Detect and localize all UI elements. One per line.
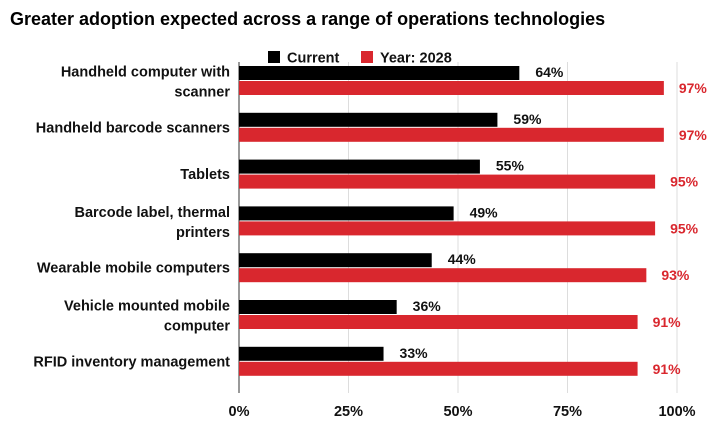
data-label-current: 64%	[535, 64, 564, 80]
legend-swatch-current	[268, 51, 280, 63]
bar-current	[239, 253, 432, 268]
data-label-future: 97%	[679, 127, 708, 143]
category-label: printers	[176, 225, 230, 241]
data-label-future: 93%	[661, 267, 690, 283]
category-label: computer	[164, 319, 230, 335]
legend-swatch-future	[361, 51, 373, 63]
category-label: Wearable mobile computers	[37, 261, 230, 277]
x-tick-label: 50%	[443, 404, 472, 420]
data-label-current: 59%	[513, 111, 542, 127]
data-label-future: 91%	[653, 314, 682, 330]
x-axis-ticks: 0% 25% 50% 75% 100%	[229, 404, 696, 420]
bar-future	[239, 268, 647, 283]
bar-current	[239, 346, 384, 361]
category-label: scanner	[174, 85, 230, 101]
chart-title: Greater adoption expected across a range…	[10, 9, 606, 29]
bar-current	[239, 112, 498, 127]
bar-current	[239, 159, 480, 174]
data-label-future: 95%	[670, 220, 699, 236]
data-label-current: 49%	[470, 204, 499, 220]
legend-label-current: Current	[287, 51, 340, 67]
data-label-future: 95%	[670, 174, 699, 190]
x-tick-label: 25%	[334, 404, 363, 420]
category-label: Handheld computer with	[61, 65, 230, 81]
bar-current	[239, 66, 520, 80]
category-label: RFID inventory management	[33, 354, 230, 370]
data-label-future: 91%	[653, 361, 682, 377]
data-label-current: 33%	[400, 345, 429, 361]
data-label-future: 97%	[679, 80, 708, 96]
category-label: Tablets	[180, 167, 230, 183]
bar-current	[239, 300, 397, 314]
category-labels: Handheld computer with scanner Handheld ba…	[33, 65, 230, 371]
bars: 64% 97% 59% 97% 55% 95% 49% 95% 44% 93% 36% 91% 33% 9…	[239, 64, 707, 377]
bar-future	[239, 81, 664, 95]
x-tick-label: 75%	[553, 404, 582, 420]
bar-current	[239, 206, 454, 221]
legend: Current Year: 2028	[268, 51, 452, 67]
bar-future	[239, 174, 656, 189]
data-label-current: 44%	[448, 251, 477, 267]
x-tick-label: 100%	[658, 404, 695, 420]
category-label: Handheld barcode scanners	[36, 120, 230, 136]
legend-label-future: Year: 2028	[380, 51, 452, 67]
bar-future	[239, 361, 638, 376]
data-label-current: 36%	[413, 298, 442, 314]
bar-future	[239, 221, 656, 236]
x-tick-label: 0%	[229, 404, 250, 420]
category-label: Vehicle mounted mobile	[64, 299, 230, 315]
data-label-current: 55%	[496, 158, 525, 174]
bar-future	[239, 127, 664, 142]
bar-future	[239, 315, 638, 329]
category-label: Barcode label, thermal	[74, 205, 230, 221]
